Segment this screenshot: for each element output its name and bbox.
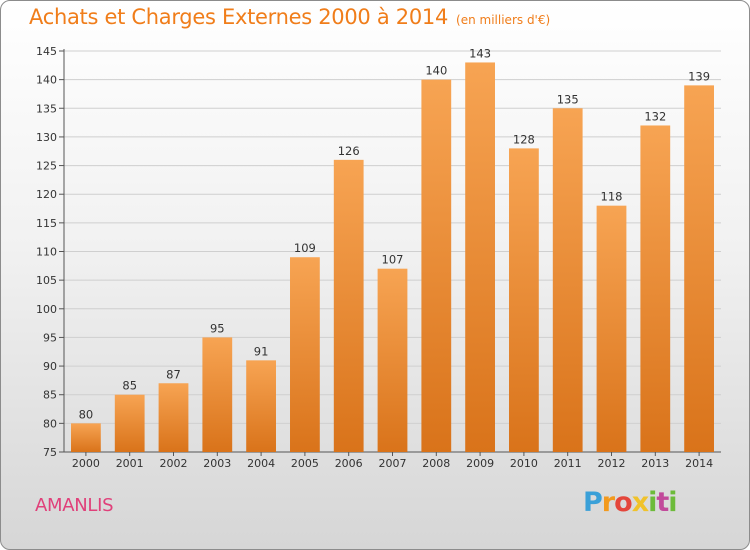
- bar-2013: [640, 125, 671, 452]
- y-tick-label: 100: [36, 303, 57, 316]
- data-label-2013: 132: [644, 109, 666, 123]
- chart-unit: (en milliers d'€): [456, 13, 551, 27]
- x-tick-label: 2008: [422, 457, 450, 470]
- x-tick-label: 2003: [203, 457, 231, 470]
- data-label-2006: 126: [338, 144, 360, 158]
- bar-2011: [552, 108, 583, 453]
- bar-2010: [509, 148, 539, 452]
- bar-2009: [465, 62, 495, 452]
- y-tick-label: 145: [36, 45, 57, 58]
- bar-2014: [684, 85, 714, 452]
- x-tick-label: 2007: [379, 457, 407, 470]
- bar-2001: [114, 394, 145, 452]
- data-label-2008: 140: [425, 64, 447, 78]
- bar-2007: [377, 268, 408, 452]
- bar-2005: [290, 257, 320, 452]
- data-label-2005: 109: [294, 241, 316, 255]
- data-label-2009: 143: [469, 46, 491, 60]
- x-tick-label: 2009: [466, 457, 494, 470]
- bar-2000: [71, 423, 101, 452]
- y-tick-label: 110: [36, 246, 57, 259]
- data-label-2004: 91: [254, 344, 269, 358]
- proxiti-logo: Proxiti: [583, 487, 678, 518]
- y-tick-label: 135: [36, 102, 57, 115]
- x-tick-label: 2006: [335, 457, 363, 470]
- y-tick-labels: 75 80 85 90 95 100 105 110 115 120 125 130 135 140 145: [36, 45, 57, 459]
- x-tick-label: 2010: [510, 457, 538, 470]
- data-labels: 80 85 87 95 91 109 126 107 140 143 128 135 118 132 139: [79, 46, 710, 421]
- x-tick-label: 2002: [160, 457, 188, 470]
- bar-2004: [246, 360, 276, 452]
- data-label-2002: 87: [166, 367, 181, 381]
- data-label-2014: 139: [688, 69, 710, 83]
- y-tick-label: 95: [43, 331, 57, 344]
- bars: [71, 62, 714, 453]
- y-tick-label: 105: [36, 274, 57, 287]
- bar-2012: [596, 205, 627, 452]
- y-tick-label: 125: [36, 160, 57, 173]
- data-label-2011: 135: [557, 92, 579, 106]
- x-tick-label: 2011: [554, 457, 582, 470]
- x-tick-label: 2000: [72, 457, 100, 470]
- x-tick-label: 2005: [291, 457, 319, 470]
- y-tick-label: 120: [36, 188, 57, 201]
- y-tick-label: 85: [43, 389, 57, 402]
- commune-name: AMANLIS: [35, 495, 114, 516]
- x-tick-labels: 2000 2001 2002 2003 2004 2005 2006 2007 2008 2009…: [72, 457, 713, 470]
- x-tick-label: 2001: [116, 457, 144, 470]
- data-label-2010: 128: [513, 132, 535, 146]
- x-tick-label: 2014: [685, 457, 713, 470]
- y-tick-label: 90: [43, 360, 57, 373]
- data-label-2000: 80: [79, 407, 94, 421]
- y-tick-label: 130: [36, 131, 57, 144]
- x-tick-label: 2012: [598, 457, 626, 470]
- y-tick-label: 75: [43, 446, 57, 459]
- chart-title: Achats et Charges Externes 2000 à 2014 (e…: [29, 5, 550, 29]
- y-tick-label: 80: [43, 417, 57, 430]
- data-label-2001: 85: [122, 379, 137, 393]
- data-label-2003: 95: [210, 321, 225, 335]
- bar-2008: [421, 79, 452, 453]
- y-tick-label: 115: [36, 217, 57, 230]
- y-tick-label: 140: [36, 74, 57, 87]
- bar-2003: [202, 337, 233, 452]
- data-label-2007: 107: [382, 253, 404, 267]
- data-label-2012: 118: [601, 190, 623, 204]
- bar-2002: [158, 383, 189, 452]
- bar-2006: [333, 159, 364, 453]
- chart-title-text: Achats et Charges Externes 2000 à 2014: [29, 5, 449, 29]
- x-tick-label: 2013: [641, 457, 669, 470]
- x-tick-label: 2004: [247, 457, 275, 470]
